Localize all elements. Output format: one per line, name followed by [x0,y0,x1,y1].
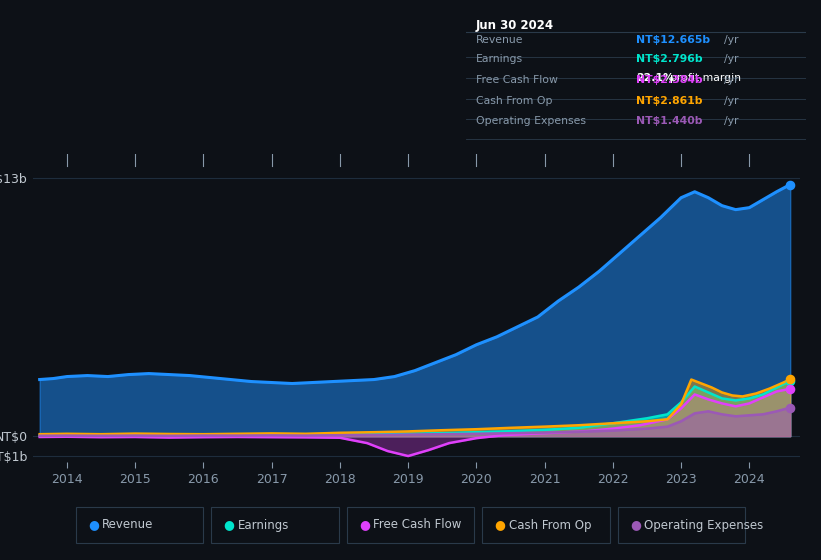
Text: ●: ● [494,519,506,531]
Text: Operating Expenses: Operating Expenses [475,116,585,126]
Text: Cash From Op: Cash From Op [475,96,553,106]
Text: Revenue: Revenue [475,35,523,45]
Point [784,384,797,393]
Text: /yr: /yr [724,76,739,86]
Text: Earnings: Earnings [475,54,523,64]
Text: /yr: /yr [724,35,739,45]
Text: profit margin: profit margin [670,73,741,82]
Text: ●: ● [631,519,641,531]
Text: ●: ● [223,519,235,531]
Text: Cash From Op: Cash From Op [509,519,591,531]
Point [784,376,797,385]
Text: Revenue: Revenue [102,519,154,531]
Text: ●: ● [88,519,99,531]
Point [784,180,797,189]
Text: NT$2.861b: NT$2.861b [635,96,702,106]
Text: NT$1.440b: NT$1.440b [635,116,702,126]
Text: NT$2.384b: NT$2.384b [635,76,703,86]
Text: NT$12.665b: NT$12.665b [635,35,710,45]
Text: /yr: /yr [724,54,739,64]
Text: Jun 30 2024: Jun 30 2024 [475,19,554,32]
Text: 22.1%: 22.1% [635,73,674,82]
Text: NT$2.796b: NT$2.796b [635,54,703,64]
Text: Earnings: Earnings [238,519,289,531]
Point [784,375,797,384]
Text: ●: ● [360,519,370,531]
Text: /yr: /yr [724,96,739,106]
Point [784,403,797,412]
Text: Operating Expenses: Operating Expenses [644,519,764,531]
Text: Free Cash Flow: Free Cash Flow [373,519,461,531]
Text: /yr: /yr [724,116,739,126]
Text: Free Cash Flow: Free Cash Flow [475,76,557,86]
